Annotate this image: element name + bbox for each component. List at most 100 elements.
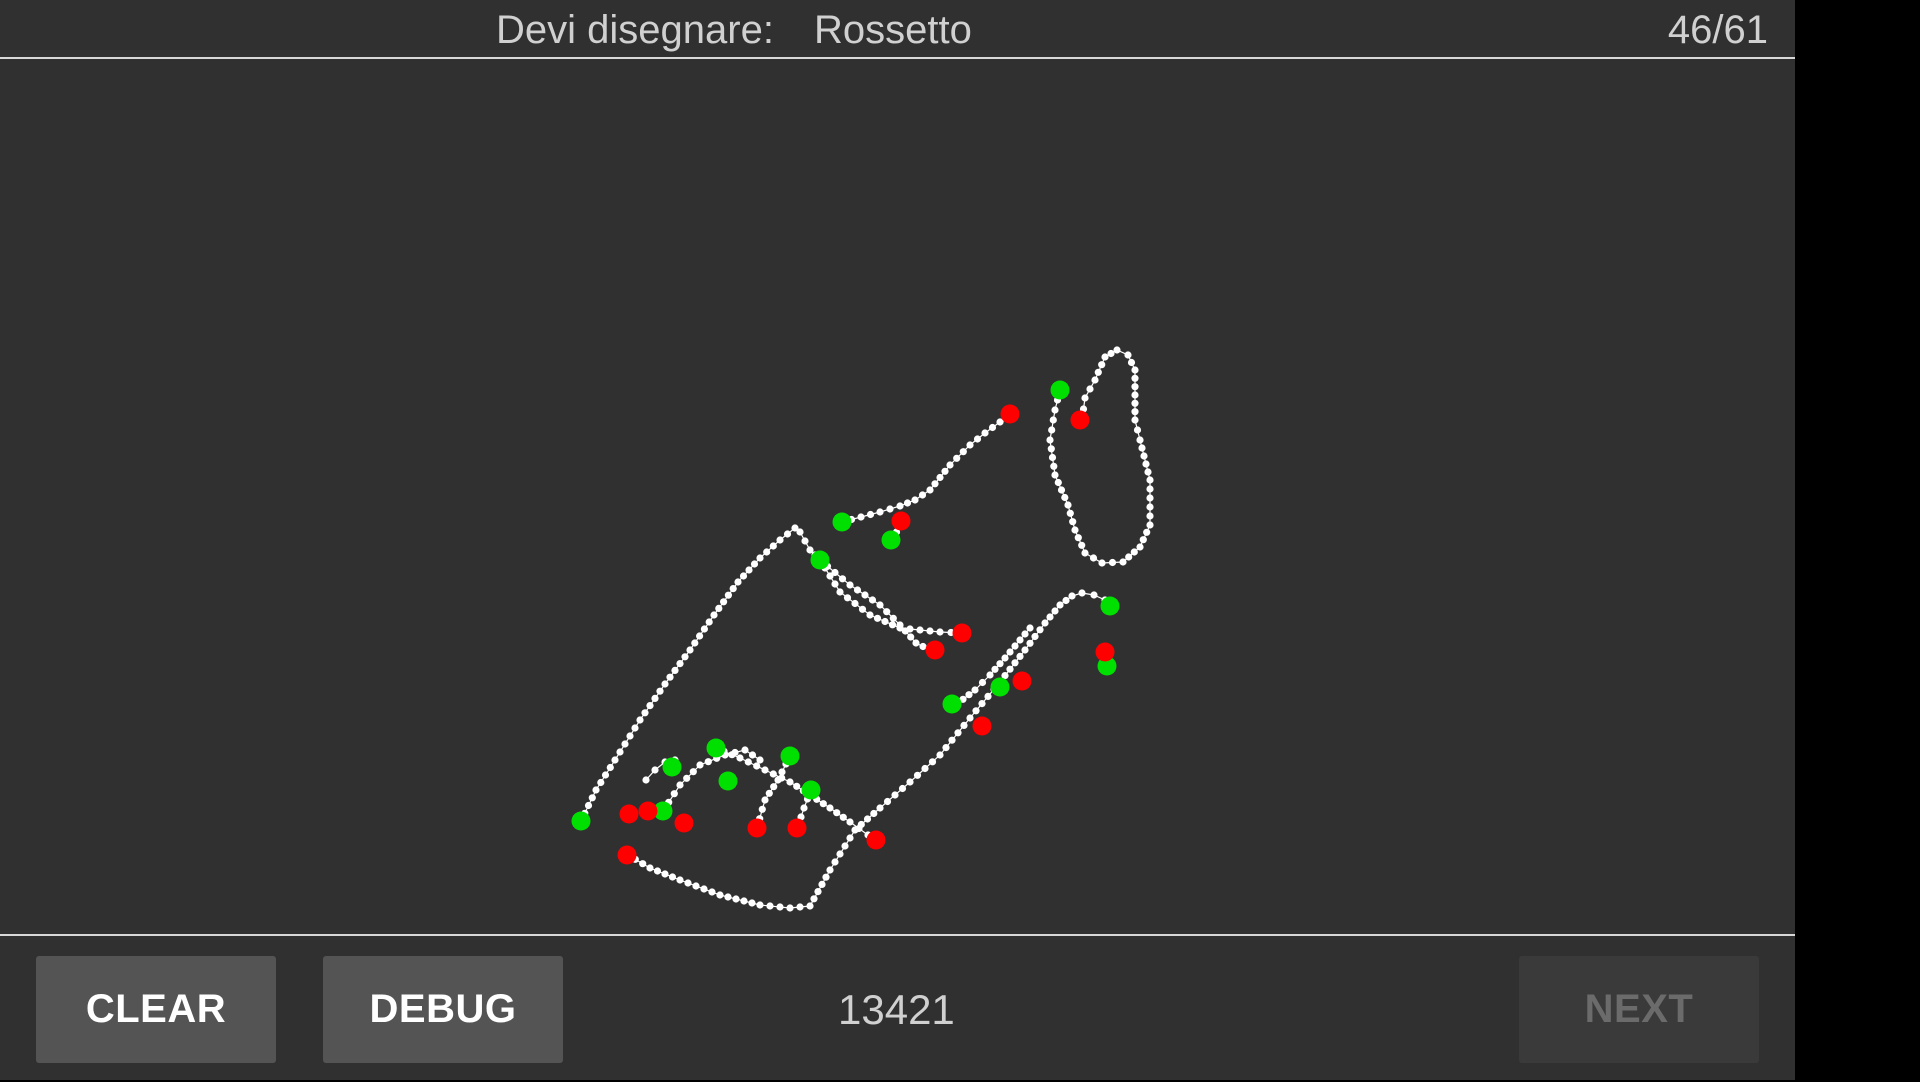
stroke-point xyxy=(651,766,659,774)
stroke-point xyxy=(918,491,927,499)
stroke-point xyxy=(906,778,914,786)
stroke-point xyxy=(1006,665,1014,673)
stroke-point xyxy=(1125,553,1133,561)
stroke-point xyxy=(724,591,733,599)
stroke-point xyxy=(826,572,834,580)
stroke-point xyxy=(916,626,924,634)
stroke-point xyxy=(671,666,679,675)
stroke-point xyxy=(1071,526,1079,534)
stroke-point xyxy=(1146,503,1154,511)
next-button[interactable]: NEXT xyxy=(1519,956,1759,1063)
stroke-point xyxy=(588,794,596,802)
stroke-start-marker xyxy=(571,811,591,831)
stroke-point xyxy=(631,724,639,732)
stroke-point xyxy=(758,805,766,813)
stroke-point xyxy=(1057,486,1066,494)
stroke-end-marker xyxy=(925,640,945,660)
stroke-point xyxy=(886,505,894,513)
stroke-point xyxy=(786,904,794,912)
stroke-point xyxy=(1026,624,1034,632)
stroke-point xyxy=(936,473,944,482)
stroke-point xyxy=(705,618,713,626)
stroke-point xyxy=(756,756,764,764)
stroke-point xyxy=(745,566,753,574)
stroke-point xyxy=(601,771,610,779)
stroke-point xyxy=(592,786,600,794)
stroke-point xyxy=(941,467,949,475)
stroke-point xyxy=(716,891,724,899)
stroke-point xyxy=(1089,554,1098,562)
stroke-start-marker xyxy=(653,801,673,821)
stroke-start-marker xyxy=(881,530,901,550)
screen-edge xyxy=(1795,0,1920,1080)
stroke-point xyxy=(1131,374,1139,382)
stroke-point xyxy=(966,441,974,449)
stroke-point xyxy=(646,864,654,872)
stroke-point xyxy=(692,882,700,890)
stroke-point xyxy=(888,621,897,629)
stroke-point xyxy=(636,716,644,724)
clear-button[interactable]: CLEAR xyxy=(36,956,276,1063)
stroke-point xyxy=(996,660,1004,668)
stroke-point xyxy=(728,751,736,759)
stroke-point xyxy=(776,903,784,911)
stroke-end-marker xyxy=(674,813,694,833)
stroke-point xyxy=(1081,394,1089,402)
stroke-point xyxy=(942,744,950,752)
stroke-point xyxy=(656,687,664,695)
stroke-point xyxy=(826,866,834,874)
stroke-point xyxy=(876,601,884,609)
stroke-point xyxy=(1011,659,1019,667)
stroke-point xyxy=(736,754,744,762)
stroke-point xyxy=(684,879,692,887)
stroke-point xyxy=(839,813,847,821)
stroke-point xyxy=(1021,646,1029,654)
stroke-point xyxy=(769,542,777,550)
stroke-point xyxy=(814,888,822,896)
stroke-point xyxy=(953,454,961,462)
stroke-start-marker xyxy=(662,757,682,777)
stroke-point xyxy=(810,895,818,903)
stroke-point xyxy=(1101,353,1109,361)
stroke-point xyxy=(863,815,872,823)
stroke-point xyxy=(907,633,915,641)
stroke-point xyxy=(765,789,773,797)
stroke-point xyxy=(1098,361,1106,369)
stroke-point xyxy=(668,873,677,881)
stroke-point xyxy=(881,617,889,626)
stroke-point xyxy=(1068,592,1076,600)
stroke-point xyxy=(1049,416,1057,424)
stroke-point xyxy=(928,758,937,766)
stroke-point xyxy=(1036,626,1044,634)
target-word: Rossetto xyxy=(814,8,972,52)
stroke-point xyxy=(606,763,614,772)
stroke-start-marker xyxy=(706,738,726,758)
stroke-point xyxy=(666,673,674,681)
stroke-point xyxy=(1146,521,1154,529)
stroke-point xyxy=(763,548,771,556)
stroke-point xyxy=(1131,399,1139,407)
stroke-point xyxy=(1086,385,1094,393)
header-bar: Devi disegnare: Rossetto 46/61 xyxy=(0,0,1795,59)
stroke-point xyxy=(855,824,863,833)
stroke-point xyxy=(700,885,708,893)
stroke-point xyxy=(912,639,920,647)
stroke-point xyxy=(1061,493,1069,502)
stroke-point xyxy=(700,625,709,633)
stroke-end-marker xyxy=(1000,404,1020,424)
stroke-point xyxy=(1078,541,1086,549)
stroke-line xyxy=(627,592,1106,909)
stroke-point xyxy=(806,902,814,910)
stroke-point xyxy=(838,575,847,583)
stroke-point xyxy=(786,778,794,786)
stroke-point xyxy=(661,680,669,688)
stroke-point xyxy=(931,480,939,488)
stroke-point xyxy=(876,804,884,812)
drawing-canvas[interactable] xyxy=(0,59,1795,934)
stroke-start-marker xyxy=(718,771,738,791)
stroke-point xyxy=(973,435,982,443)
stroke-point xyxy=(891,791,899,799)
stroke-point xyxy=(831,568,839,577)
stroke-point xyxy=(1108,558,1117,567)
debug-button[interactable]: DEBUG xyxy=(323,956,563,1063)
